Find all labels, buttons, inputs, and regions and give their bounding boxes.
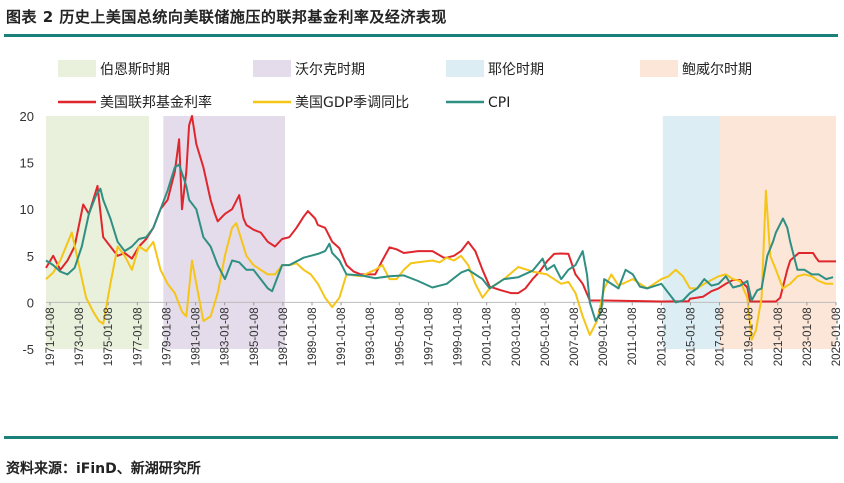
period-band-0 bbox=[46, 116, 150, 349]
x-tick-label: 1979-01-08 bbox=[161, 307, 173, 366]
x-tick-label: 1971-01-08 bbox=[45, 307, 57, 366]
y-tick-label: 0 bbox=[27, 295, 34, 310]
x-tick-label: 1999-01-08 bbox=[453, 307, 465, 366]
x-tick-label: 1983-01-08 bbox=[220, 307, 232, 366]
period-band-1 bbox=[163, 116, 286, 349]
series-line-2 bbox=[45, 163, 834, 322]
series-line-0 bbox=[45, 115, 836, 303]
y-tick-label: 15 bbox=[20, 156, 34, 171]
chart: -5 0 5 10 15 20 1971-01-08 1973-01-08 1975-01-0… bbox=[20, 60, 843, 366]
x-tick-label: 1981-01-08 bbox=[191, 307, 203, 366]
x-tick-label: 2011-01-08 bbox=[627, 307, 639, 365]
legend-label-series: CPI bbox=[488, 95, 510, 111]
top-rule bbox=[4, 34, 838, 37]
x-tick-label: 1975-01-08 bbox=[103, 307, 115, 366]
x-tick-label: 2009-01-08 bbox=[598, 307, 610, 366]
y-tick-label: 5 bbox=[27, 249, 34, 264]
legend-label-series: 美国GDP季调同比 bbox=[295, 95, 409, 111]
legend-swatch-period bbox=[253, 60, 291, 77]
x-tick-label: 2017-01-08 bbox=[715, 307, 727, 366]
x-tick-label: 1977-01-08 bbox=[132, 307, 144, 366]
x-tick-label: 1985-01-08 bbox=[249, 307, 261, 366]
x-tick-label: 1987-01-08 bbox=[278, 307, 290, 366]
x-tick-label: 1989-01-08 bbox=[307, 307, 319, 366]
x-tick-label: 2003-01-08 bbox=[511, 307, 523, 366]
y-tick-label: -5 bbox=[22, 342, 34, 357]
source-note: 资料来源：iFinD、新湖研究所 bbox=[6, 461, 201, 477]
x-tick-label: 2025-01-08 bbox=[831, 307, 843, 366]
x-tick-label: 2007-01-08 bbox=[569, 307, 581, 366]
legend-swatch-period bbox=[640, 60, 678, 77]
legend-label-period: 伯恩斯时期 bbox=[100, 62, 170, 78]
legend-swatch-period bbox=[446, 60, 484, 77]
x-tick-label: 2023-01-08 bbox=[802, 307, 814, 366]
x-tick-label: 1997-01-08 bbox=[423, 307, 435, 366]
legend-label-period: 鲍威尔时期 bbox=[682, 62, 752, 78]
legend-label-period: 沃尔克时期 bbox=[295, 62, 365, 78]
y-tick-label: 20 bbox=[20, 109, 34, 124]
bottom-rule bbox=[4, 436, 838, 439]
legend-label-series: 美国联邦基金利率 bbox=[100, 94, 212, 111]
period-band-3 bbox=[720, 116, 836, 349]
x-tick-label: 1973-01-08 bbox=[74, 307, 86, 366]
x-tick-label: 2013-01-08 bbox=[656, 307, 668, 366]
figure-title: 图表 2 历史上美国总统向美联储施压的联邦基金利率及经济表现 bbox=[6, 8, 447, 26]
x-tick-label: 2005-01-08 bbox=[540, 307, 552, 366]
x-tick-label: 1995-01-08 bbox=[394, 307, 406, 366]
x-tick-label: 2019-01-08 bbox=[744, 307, 756, 366]
legend-label-period: 耶伦时期 bbox=[488, 62, 544, 78]
x-tick-label: 1993-01-08 bbox=[365, 307, 377, 366]
period-band-2 bbox=[662, 116, 721, 349]
legend-swatch-period bbox=[58, 60, 96, 77]
x-tick-label: 2021-01-08 bbox=[773, 307, 785, 366]
series-line-1 bbox=[45, 189, 834, 341]
x-tick-label: 2001-01-08 bbox=[482, 307, 494, 366]
x-tick-label: 2015-01-08 bbox=[685, 307, 697, 366]
x-tick-label: 1991-01-08 bbox=[336, 307, 348, 366]
y-tick-label: 10 bbox=[20, 202, 34, 217]
